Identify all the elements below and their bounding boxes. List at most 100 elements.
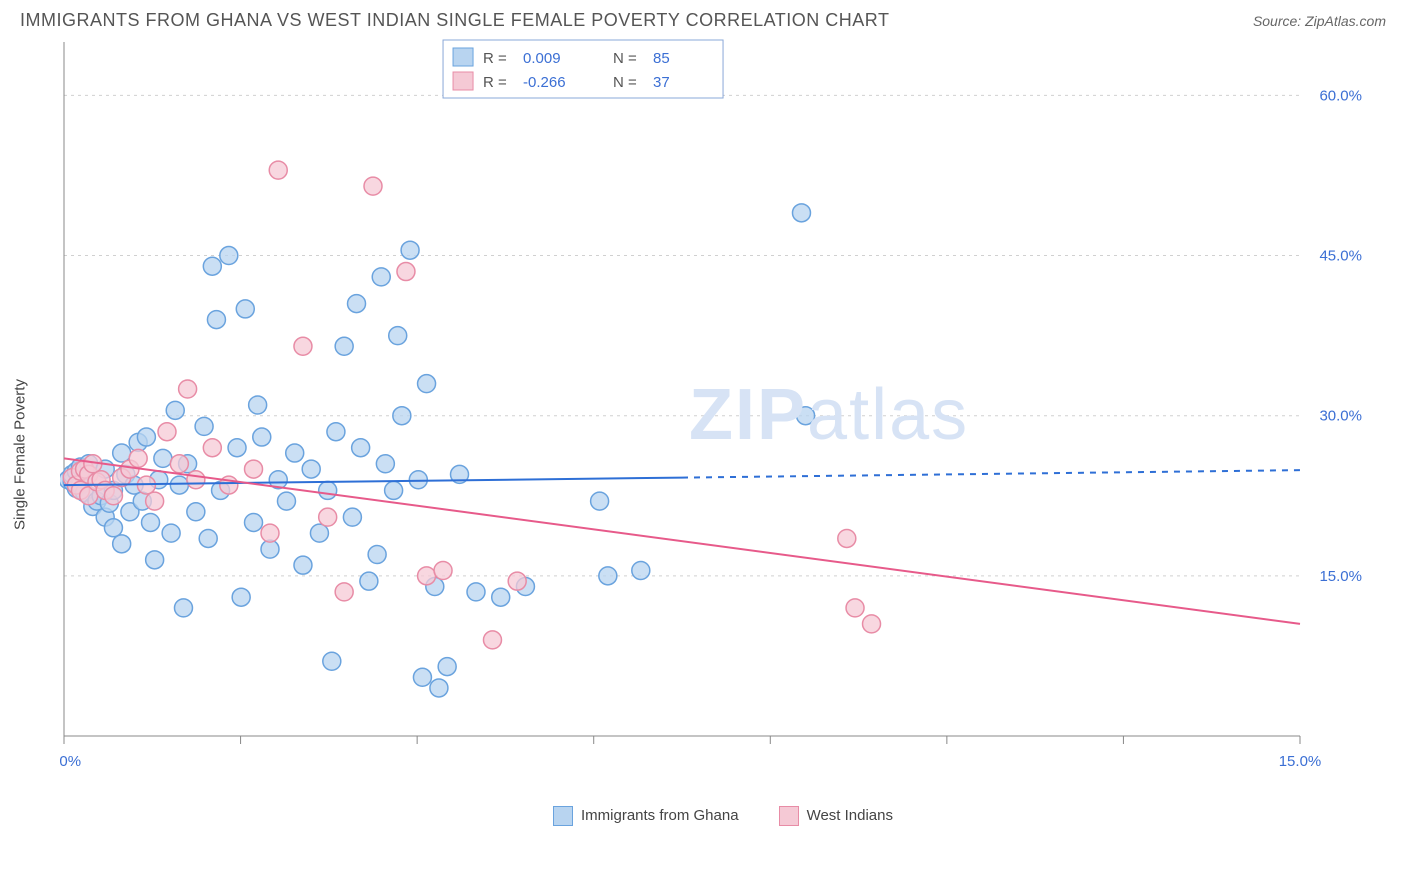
data-point	[187, 503, 205, 521]
data-point	[376, 455, 394, 473]
data-point	[245, 460, 263, 478]
data-point	[294, 337, 312, 355]
data-point	[430, 679, 448, 697]
data-point	[508, 572, 526, 590]
data-point	[245, 513, 263, 531]
data-point	[302, 460, 320, 478]
data-point	[220, 247, 238, 265]
legend-r-value: -0.266	[523, 74, 566, 91]
legend-bottom: Immigrants from Ghana West Indians	[60, 798, 1386, 826]
legend-item: Immigrants from Ghana	[553, 806, 739, 826]
data-point	[393, 407, 411, 425]
trend-line-dashed	[682, 470, 1300, 477]
chart-header: IMMIGRANTS FROM GHANA VS WEST INDIAN SIN…	[0, 0, 1406, 36]
legend-swatch	[779, 806, 799, 826]
data-point	[418, 567, 436, 585]
data-point	[203, 257, 221, 275]
scatter-plot-svg: 15.0%30.0%45.0%60.0%0.0%15.0%R =0.009N =…	[60, 36, 1370, 776]
data-point	[389, 327, 407, 345]
data-point	[170, 476, 188, 494]
data-point	[166, 401, 184, 419]
data-point	[792, 204, 810, 222]
data-point	[228, 439, 246, 457]
xtick-label: 0.0%	[60, 753, 81, 770]
data-point	[170, 455, 188, 473]
legend-r-label: R =	[483, 74, 507, 91]
data-point	[348, 295, 366, 313]
data-point	[195, 417, 213, 435]
data-point	[142, 513, 160, 531]
legend-n-label: N =	[613, 50, 637, 67]
data-point	[113, 444, 131, 462]
data-point	[413, 668, 431, 686]
data-point	[249, 396, 267, 414]
legend-label: West Indians	[807, 807, 893, 824]
data-point	[203, 439, 221, 457]
data-point	[294, 556, 312, 574]
data-point	[323, 652, 341, 670]
data-point	[269, 161, 287, 179]
data-point	[207, 311, 225, 329]
legend-swatch	[553, 806, 573, 826]
data-point	[187, 471, 205, 489]
data-point	[286, 444, 304, 462]
data-point	[846, 599, 864, 617]
ytick-label: 45.0%	[1319, 248, 1362, 265]
data-point	[261, 524, 279, 542]
legend-n-label: N =	[613, 74, 637, 91]
xtick-label: 15.0%	[1279, 753, 1322, 770]
data-point	[179, 380, 197, 398]
legend-n-value: 85	[653, 50, 670, 67]
data-point	[162, 524, 180, 542]
ytick-label: 30.0%	[1319, 408, 1362, 425]
data-point	[232, 588, 250, 606]
data-point	[277, 492, 295, 510]
data-point	[352, 439, 370, 457]
data-point	[327, 423, 345, 441]
data-point	[154, 449, 172, 467]
data-point	[492, 588, 510, 606]
data-point	[129, 449, 147, 467]
data-point	[418, 375, 436, 393]
data-point	[113, 535, 131, 553]
data-point	[310, 524, 328, 542]
legend-r-value: 0.009	[523, 50, 561, 67]
legend-swatch	[453, 72, 473, 90]
data-point	[146, 492, 164, 510]
legend-n-value: 37	[653, 74, 670, 91]
data-point	[838, 529, 856, 547]
chart-container: 15.0%30.0%45.0%60.0%0.0%15.0%R =0.009N =…	[60, 36, 1386, 826]
data-point	[385, 481, 403, 499]
chart-title: IMMIGRANTS FROM GHANA VS WEST INDIAN SIN…	[20, 10, 889, 31]
data-point	[199, 529, 217, 547]
data-point	[360, 572, 378, 590]
data-point	[797, 407, 815, 425]
data-point	[397, 263, 415, 281]
legend-label: Immigrants from Ghana	[581, 807, 739, 824]
data-point	[591, 492, 609, 510]
y-axis-label: Single Female Poverty	[12, 379, 29, 530]
data-point	[319, 508, 337, 526]
data-point	[434, 562, 452, 580]
ytick-label: 60.0%	[1319, 87, 1362, 104]
data-point	[335, 583, 353, 601]
data-point	[401, 241, 419, 259]
data-point	[335, 337, 353, 355]
data-point	[253, 428, 271, 446]
data-point	[599, 567, 617, 585]
data-point	[158, 423, 176, 441]
chart-source: Source: ZipAtlas.com	[1253, 13, 1386, 29]
data-point	[343, 508, 361, 526]
data-point	[104, 487, 122, 505]
data-point	[632, 562, 650, 580]
legend-swatch	[453, 48, 473, 66]
data-point	[483, 631, 501, 649]
data-point	[467, 583, 485, 601]
data-point	[372, 268, 390, 286]
data-point	[319, 481, 337, 499]
data-point	[368, 545, 386, 563]
data-point	[236, 300, 254, 318]
data-point	[863, 615, 881, 633]
legend-r-label: R =	[483, 50, 507, 67]
data-point	[146, 551, 164, 569]
